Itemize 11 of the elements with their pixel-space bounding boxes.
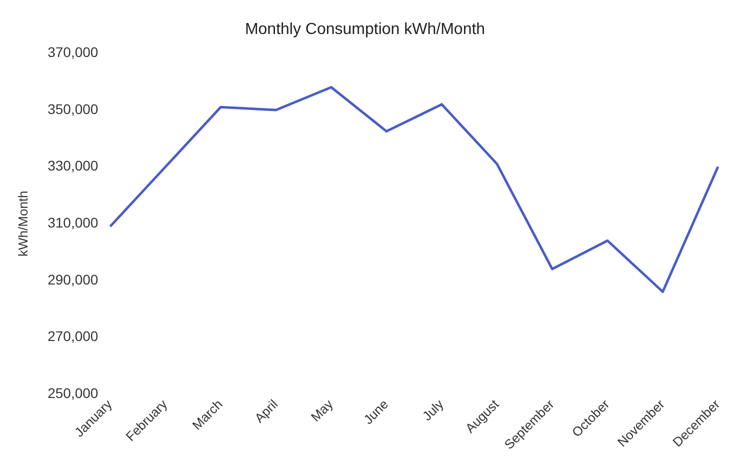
y-tick-label: 330,000 [48, 158, 98, 174]
x-tick-label: May [308, 396, 336, 425]
y-tick-label: 370,000 [48, 44, 98, 60]
x-tick-label: July [419, 396, 447, 424]
chart-title: Monthly Consumption kWh/Month [244, 21, 486, 38]
y-tick-label: 350,000 [48, 100, 98, 117]
y-tick-label: 290,000 [48, 271, 98, 288]
y-tick-label: 250,000 [48, 384, 98, 401]
y-axis-title: kWh/Month [15, 190, 30, 256]
y-tick-label: 310,000 [48, 214, 98, 230]
y-tick-label: 270,000 [48, 328, 98, 344]
